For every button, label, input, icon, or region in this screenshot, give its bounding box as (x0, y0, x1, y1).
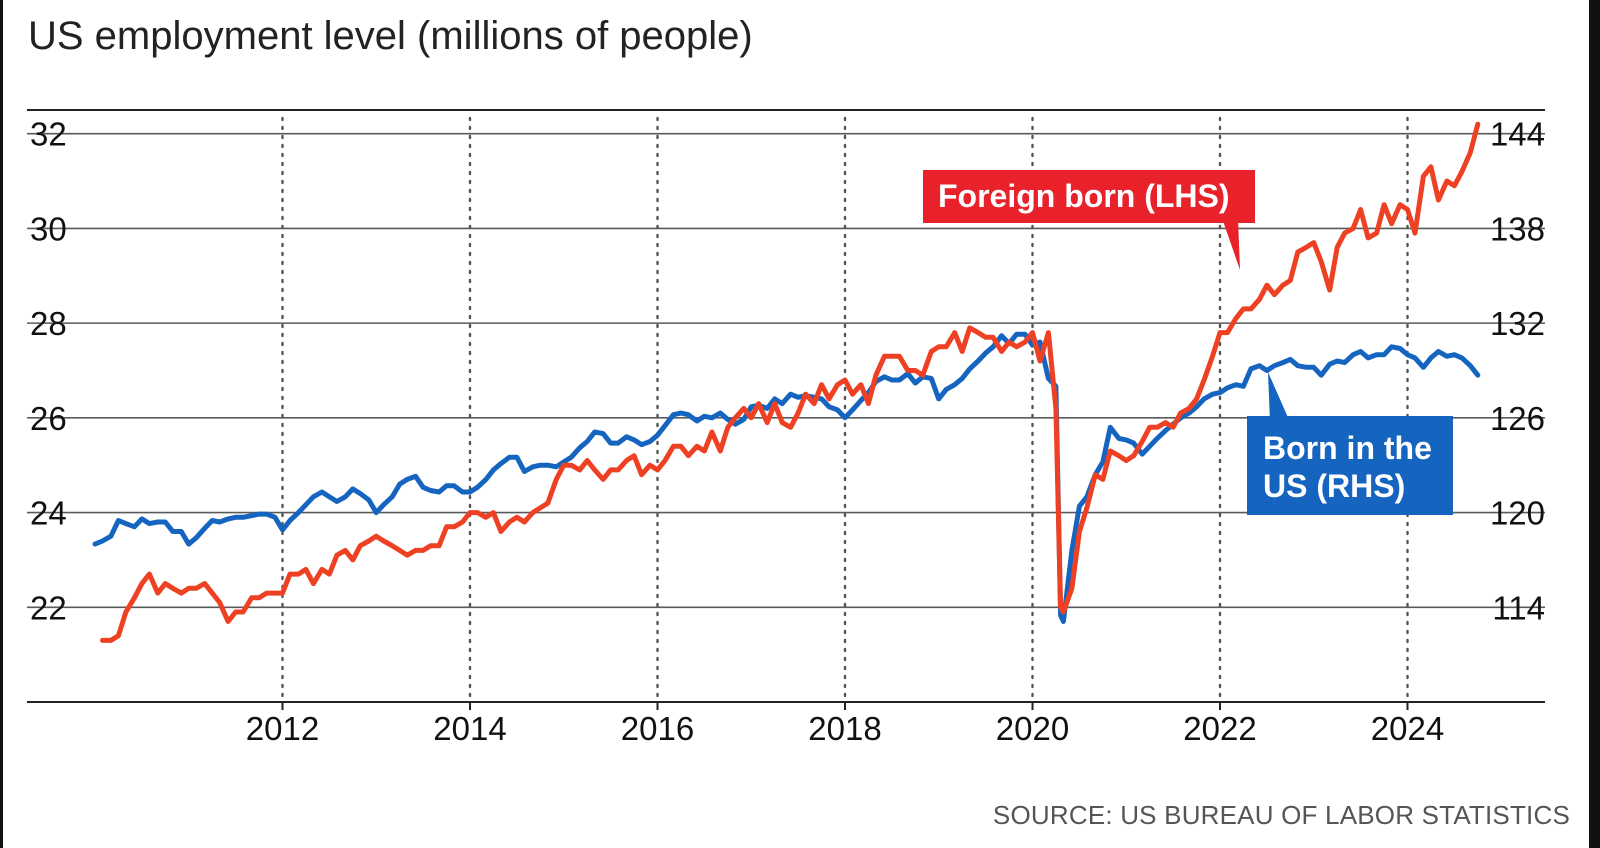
left-tick-label: 26 (30, 400, 67, 437)
left-axis-tick-labels: 22 24 26 28 30 32 (30, 116, 67, 627)
left-tick-label: 22 (30, 589, 67, 626)
right-axis-tick-labels: 114 120 126 132 138 144 (1490, 116, 1545, 627)
chart-title: US employment level (millions of people) (28, 14, 753, 58)
left-tick-label: 28 (30, 305, 67, 342)
right-frame-edge (1589, 0, 1600, 848)
born-in-us-label-box (1247, 416, 1453, 515)
foreign-born-label: Foreign born (LHS) (938, 178, 1230, 214)
born-in-us-label-line1: Born in the (1263, 430, 1432, 466)
right-tick-label: 144 (1490, 116, 1545, 153)
right-tick-label: 132 (1490, 305, 1545, 342)
x-tick-label: 2018 (808, 710, 881, 747)
vertical-gridlines (281, 116, 1409, 710)
born-in-us-label-pointer (1268, 372, 1290, 422)
x-tick-label: 2016 (621, 710, 694, 747)
series-annotations: Foreign born (LHS) Born in the US (RHS) (923, 170, 1453, 515)
foreign-born-label-box (923, 170, 1255, 223)
foreign-born-series-line (100, 121, 1481, 643)
source-note: SOURCE: US BUREAU OF LABOR STATISTICS (992, 800, 1570, 830)
right-tick-label: 138 (1490, 210, 1545, 247)
left-tick-label: 32 (30, 116, 67, 153)
born-in-us-series-line (92, 331, 1481, 624)
x-tick-label: 2024 (1371, 710, 1444, 747)
x-tick-label: 2020 (996, 710, 1069, 747)
right-tick-label: 114 (1492, 589, 1545, 626)
x-tick-label: 2012 (246, 710, 319, 747)
left-frame-edge (0, 0, 3, 848)
left-tick-label: 30 (30, 210, 67, 247)
x-tick-label: 2014 (433, 710, 506, 747)
right-tick-label: 120 (1490, 495, 1545, 532)
foreign-born-label-pointer (1222, 218, 1240, 270)
series-lines (92, 121, 1481, 643)
x-tick-label: 2022 (1183, 710, 1256, 747)
x-axis-tick-labels: 2012 2014 2016 2018 2020 2022 2024 (246, 710, 1444, 747)
born-in-us-label-line2: US (RHS) (1263, 468, 1405, 504)
right-tick-label: 126 (1490, 400, 1545, 437)
left-tick-label: 24 (30, 495, 67, 532)
horizontal-gridlines (27, 109, 1545, 703)
